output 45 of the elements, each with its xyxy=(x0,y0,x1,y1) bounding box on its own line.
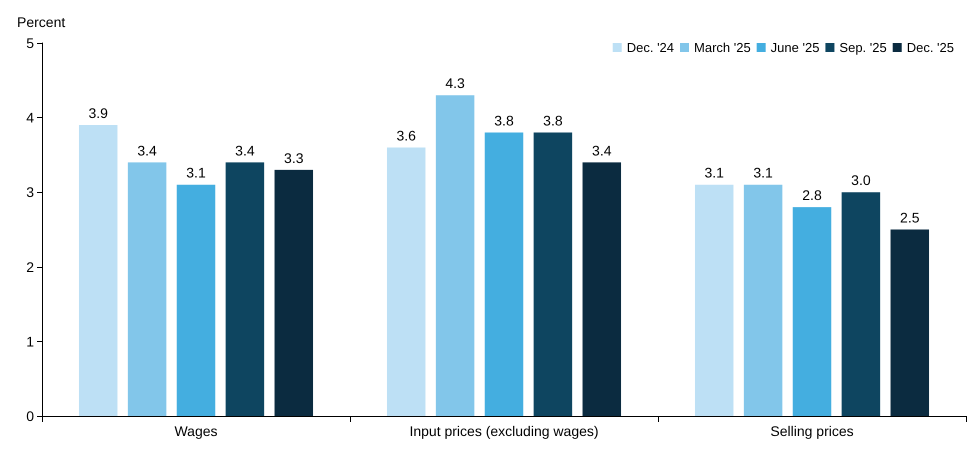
legend-label: Dec. '24 xyxy=(626,40,674,55)
data-label: 3.1 xyxy=(186,164,206,181)
data-label: 3.9 xyxy=(88,105,108,122)
data-label: 3.1 xyxy=(704,164,724,181)
data-label: 2.5 xyxy=(900,210,920,226)
data-label: 3.4 xyxy=(592,142,612,158)
data-label: 3.3 xyxy=(284,150,304,166)
bar xyxy=(436,95,474,416)
bar xyxy=(176,184,216,416)
data-label: 4.3 xyxy=(445,75,466,92)
bar xyxy=(386,147,426,416)
bar xyxy=(128,162,166,416)
bar xyxy=(226,162,264,416)
x-tick-label: Selling prices xyxy=(770,423,854,439)
bar xyxy=(694,184,734,416)
data-label: 3.4 xyxy=(137,142,158,158)
data-label: 3.8 xyxy=(543,112,563,129)
x-tick-label: Input prices (excluding wages) xyxy=(409,423,599,439)
bar xyxy=(792,207,832,416)
bar xyxy=(582,162,622,416)
y-tick-label: 2 xyxy=(26,258,34,275)
data-label: 3.6 xyxy=(396,127,416,144)
data-label: 3.4 xyxy=(235,142,255,158)
bar xyxy=(534,132,572,416)
bar xyxy=(274,170,314,416)
bar xyxy=(484,132,524,416)
bar xyxy=(78,125,118,416)
bar xyxy=(890,230,930,416)
legend-label: March '25 xyxy=(694,40,751,55)
y-tick-label: 3 xyxy=(26,184,34,200)
data-label: 3.0 xyxy=(851,172,871,188)
bar xyxy=(842,192,880,416)
y-tick-label: 1 xyxy=(26,333,34,350)
bar xyxy=(744,184,782,416)
data-label: 3.1 xyxy=(753,164,774,181)
y-tick-label: 4 xyxy=(26,110,34,126)
data-label: 2.8 xyxy=(802,187,822,204)
data-label: 3.8 xyxy=(494,112,514,129)
y-tick-label: 0 xyxy=(26,408,34,424)
legend-label: Sep. '25 xyxy=(839,40,887,55)
legend-label: June '25 xyxy=(770,40,820,55)
x-tick-label: Wages xyxy=(174,423,218,439)
y-axis-title: Percent xyxy=(17,14,66,30)
y-tick-label: 5 xyxy=(26,35,34,51)
legend-label: Dec. '25 xyxy=(906,40,954,55)
